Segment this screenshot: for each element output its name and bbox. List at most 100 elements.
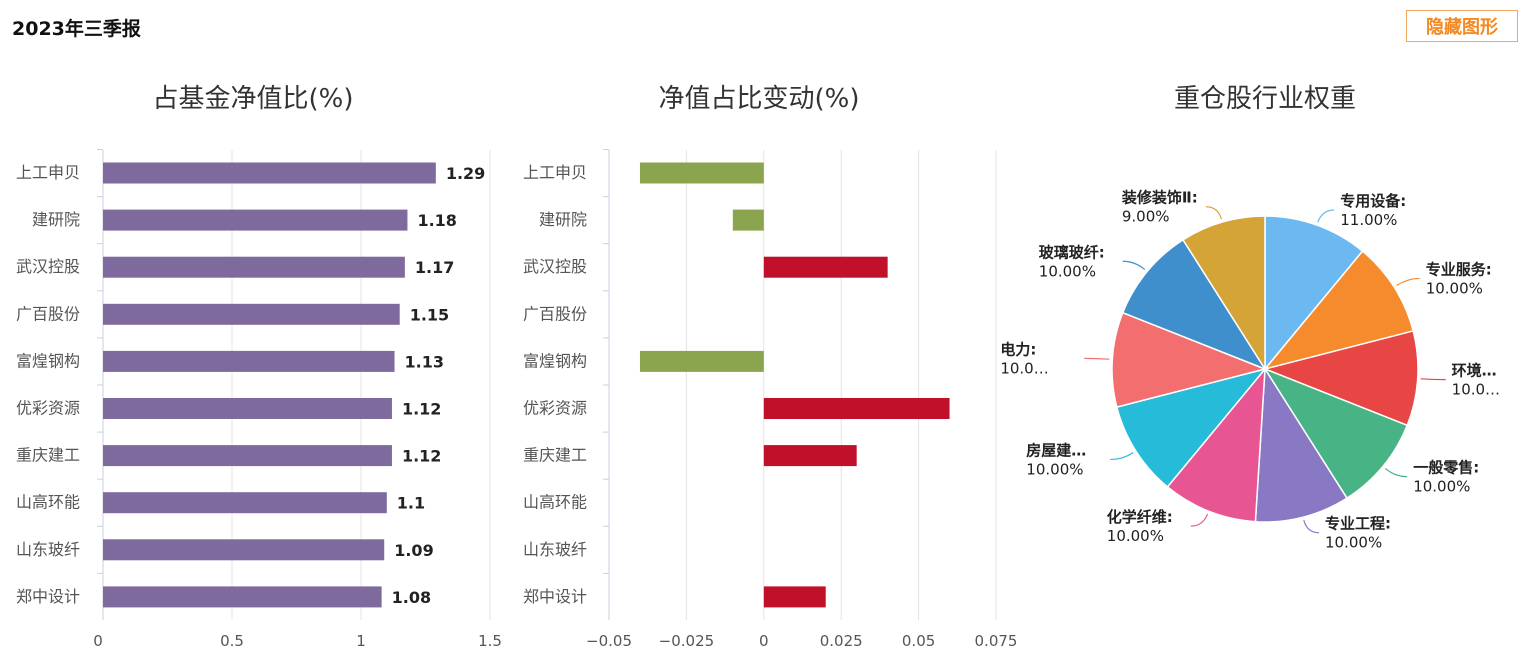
category-label: 郑中设计: [523, 587, 587, 606]
category-label: 山东玻纤: [16, 540, 80, 559]
bar: [103, 398, 392, 419]
data-label: 1.13: [405, 352, 444, 371]
category-label: 优彩资源: [16, 399, 80, 418]
x-tick-label: −0.025: [659, 632, 715, 650]
leader-line: [1420, 378, 1446, 381]
leader-line: [1190, 513, 1209, 527]
bar: [103, 492, 387, 514]
pie-value-label: 10.00%: [1426, 279, 1483, 297]
category-label: 富煌钢构: [16, 351, 80, 370]
pie-value-label: 10.0…: [1452, 381, 1500, 399]
category-label: 广百股份: [523, 304, 587, 323]
pie-label: 化学纤维:: [1107, 508, 1173, 526]
chart-title-industry-weight: 重仓股行业权重: [1173, 84, 1356, 114]
pie-slice: [1262, 330, 1419, 427]
leader-line: [1396, 277, 1420, 286]
chart-title-ratio-change: 净值占比变动(%): [658, 84, 860, 114]
category-label: 广百股份: [16, 304, 80, 323]
x-tick-label: 0.075: [975, 632, 1018, 650]
pie-label: 一般零售:: [1413, 459, 1479, 477]
pie-label: 专用设备:: [1340, 192, 1406, 210]
category-label: 上工申贝: [523, 163, 587, 182]
pie-value-label: 10.00%: [1039, 262, 1096, 280]
category-label: 山高环能: [16, 493, 80, 512]
pie-value-label: 9.00%: [1122, 208, 1170, 226]
bar: [763, 256, 888, 278]
bar: [103, 162, 436, 184]
category-label: 上工申贝: [16, 163, 80, 182]
category-label: 建研院: [32, 210, 80, 229]
leader-line: [1317, 209, 1335, 223]
leader-line: [1110, 452, 1134, 461]
data-label: 1.15: [410, 305, 449, 324]
data-label: 1.12: [402, 400, 441, 419]
chart-title-nav-ratio: 占基金净值比(%): [152, 84, 354, 114]
x-tick-label: 0.05: [902, 632, 935, 650]
pie-slice: [1111, 311, 1268, 408]
report-title: 2023年三季报: [12, 18, 141, 40]
leader-line: [1084, 357, 1110, 360]
bar: [103, 209, 408, 231]
pie-value-label: 10.00%: [1413, 478, 1470, 496]
data-label: 1.1: [397, 494, 425, 513]
hide-chart-button[interactable]: 隐藏图形: [1406, 10, 1518, 42]
category-label: 建研院: [539, 210, 587, 229]
pie-value-label: 10.00%: [1026, 461, 1083, 479]
pie-value-label: 10.00%: [1107, 527, 1164, 545]
category-label: 郑中设计: [16, 587, 80, 606]
pie-label: 装修装饰Ⅱ:: [1121, 189, 1198, 207]
pie-label: 环境…: [1452, 362, 1497, 380]
data-label: 1.08: [392, 588, 431, 607]
data-label: 1.18: [417, 211, 456, 230]
pie-label: 专业工程:: [1325, 515, 1391, 533]
category-label: 重庆建工: [16, 446, 80, 465]
pie-label: 玻璃玻纤:: [1039, 243, 1105, 261]
bar: [639, 162, 764, 184]
pie-value-label: 11.00%: [1340, 211, 1397, 229]
bar: [103, 350, 395, 372]
pie-label: 房屋建…: [1026, 442, 1086, 460]
bar: [103, 445, 392, 467]
category-label: 富煌钢构: [523, 351, 587, 370]
category-label: 山高环能: [523, 493, 587, 512]
x-tick-label: −0.05: [586, 632, 632, 650]
category-label: 优彩资源: [523, 399, 587, 418]
leader-line: [1384, 467, 1408, 478]
x-tick-label: 0.025: [820, 632, 863, 650]
data-label: 1.09: [394, 541, 433, 560]
category-label: 山东玻纤: [523, 540, 587, 559]
pie-slice: [1262, 250, 1415, 371]
x-tick-label: 0: [93, 632, 103, 650]
x-tick-label: 1.5: [478, 632, 502, 650]
data-label: 1.12: [402, 447, 441, 466]
leader-line: [1303, 519, 1320, 534]
x-tick-label: 1: [356, 632, 366, 650]
pie-slice: [1263, 367, 1409, 500]
pie-slice: [1181, 215, 1266, 372]
bar: [763, 586, 826, 608]
pie-slice: [1166, 366, 1266, 523]
leader-line: [1122, 260, 1146, 271]
bar: [763, 445, 857, 467]
pie-slice: [1254, 366, 1349, 523]
data-label: 1.17: [415, 258, 454, 277]
category-label: 武汉控股: [16, 257, 80, 276]
pie-value-label: 10.00%: [1325, 534, 1382, 552]
bar: [639, 350, 764, 372]
bar: [732, 209, 764, 231]
pie-label: 电力:: [1000, 340, 1036, 358]
bar: [763, 398, 950, 419]
data-label: 1.29: [446, 164, 485, 183]
pie-value-label: 10.0…: [1000, 359, 1048, 377]
x-tick-label: 0: [759, 632, 769, 650]
pie-slice: [1264, 215, 1364, 372]
bar: [103, 539, 385, 561]
category-label: 重庆建工: [523, 446, 587, 465]
x-tick-label: 0.5: [220, 632, 244, 650]
pie-label: 专业服务:: [1426, 260, 1492, 278]
leader-line: [1205, 206, 1223, 220]
bar: [103, 303, 400, 325]
pie-slice: [1121, 238, 1267, 371]
category-label: 武汉控股: [523, 257, 587, 276]
